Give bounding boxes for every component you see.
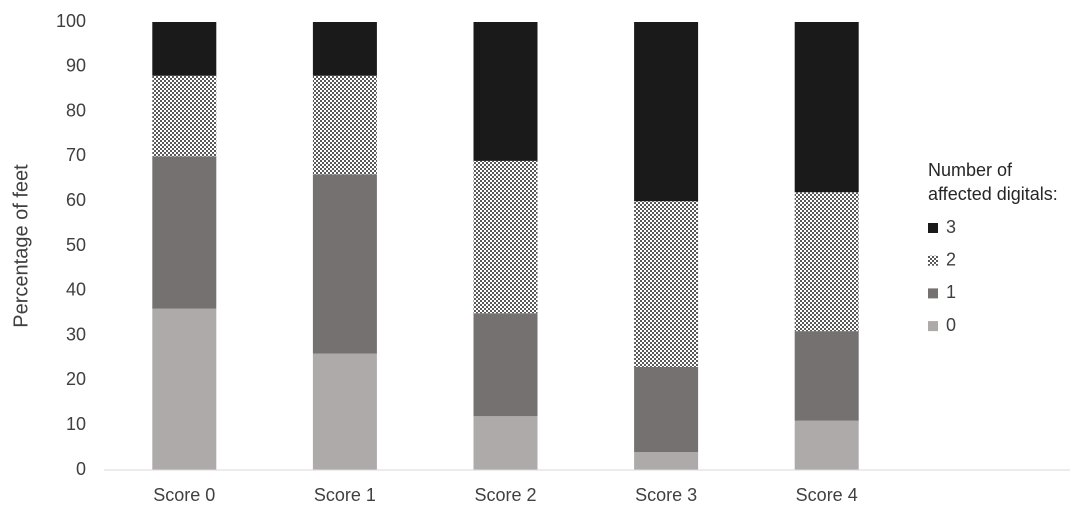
bar-segment <box>312 75 377 175</box>
bar-segment <box>794 420 859 470</box>
bar-segment <box>794 22 859 193</box>
y-tick-label: 100 <box>56 11 86 31</box>
y-tick-label: 90 <box>66 56 86 76</box>
bar-segment <box>473 313 538 417</box>
legend-swatch <box>928 321 938 332</box>
bar-segment <box>312 22 377 76</box>
x-tick-label: Score 2 <box>474 485 536 505</box>
legend-label: 0 <box>946 315 956 335</box>
legend-swatch <box>928 255 938 266</box>
x-tick-label: Score 3 <box>635 485 697 505</box>
y-tick-label: 10 <box>66 414 86 434</box>
x-tick-label: Score 4 <box>796 485 858 505</box>
y-axis-label: Percentage of feet <box>10 164 32 328</box>
legend-label: 2 <box>946 249 956 269</box>
y-tick-label: 40 <box>66 280 86 300</box>
bar-segment <box>152 22 217 76</box>
legend-swatch <box>928 223 938 233</box>
bar-segment <box>312 174 377 354</box>
bar-segment <box>634 22 699 202</box>
legend-title: Number of affected digitals: <box>928 160 1058 204</box>
bar-segment <box>794 192 859 332</box>
y-tick-label: 80 <box>66 100 86 120</box>
bar-segment <box>152 75 217 157</box>
bar-segment <box>634 366 699 453</box>
bar-segment <box>473 416 538 470</box>
y-tick-label: 30 <box>66 324 86 344</box>
legend-swatch <box>928 288 938 299</box>
y-tick-label: 70 <box>66 145 86 165</box>
bar-segment <box>634 452 699 470</box>
legend-label: 1 <box>946 282 956 302</box>
x-tick-label: Score 0 <box>153 485 215 505</box>
bar-segment <box>312 353 377 470</box>
y-tick-label: 50 <box>66 235 86 255</box>
y-tick-label: 0 <box>76 459 86 479</box>
bar-segment <box>794 331 859 421</box>
bar-segment <box>473 22 538 161</box>
legend-label: 3 <box>946 217 956 237</box>
bar-segment <box>152 156 217 309</box>
bar-segment <box>634 201 699 367</box>
bar-segment <box>473 160 538 314</box>
y-tick-label: 60 <box>66 190 86 210</box>
bar-segment <box>152 308 217 470</box>
y-tick-label: 20 <box>66 369 86 389</box>
x-tick-label: Score 1 <box>314 485 376 505</box>
